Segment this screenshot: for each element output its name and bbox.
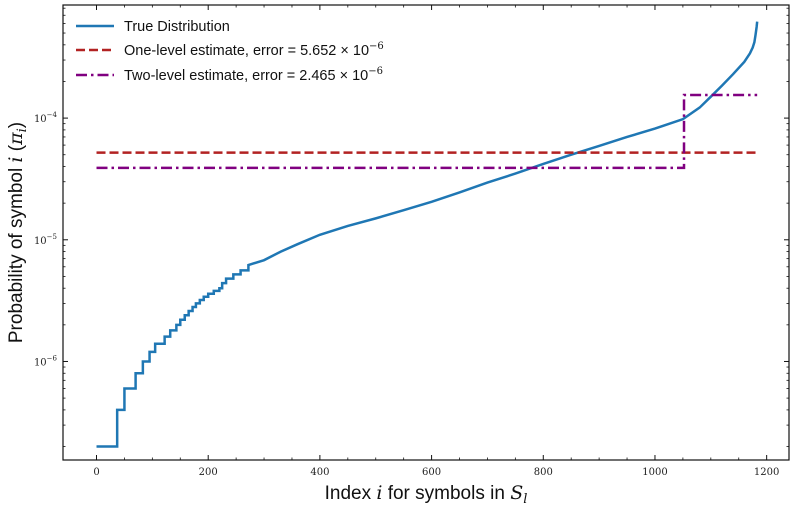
legend-label-one-level: One-level estimate, error = 5.652 × 10−6: [124, 41, 384, 59]
plot-lines: [96, 21, 759, 448]
x-axis-ticks: 0 200 400 600 800 1000 1200: [93, 5, 779, 478]
x-tick-label: 800: [534, 467, 553, 478]
legend-label-two-level: Two-level estimate, error = 2.465 × 10−6: [124, 66, 383, 84]
legend-label-true-distribution: True Distribution: [124, 19, 230, 35]
x-tick-label: 600: [422, 467, 441, 478]
series-line-true-distribution: [96, 21, 759, 448]
x-tick-label: 200: [199, 467, 218, 478]
y-axis-label: Probability of symbol i (πi): [5, 122, 30, 343]
y-axis-ticks: 10−6 10−5 10−4: [34, 7, 789, 447]
x-tick-label: 1000: [642, 467, 667, 478]
legend: True Distribution One-level estimate, er…: [76, 19, 384, 84]
y-tick-label: 10−4: [34, 111, 58, 125]
y-tick-label: 10−5: [34, 233, 57, 247]
x-axis-label: Index i for symbols in Sl: [325, 482, 528, 506]
series-line-two-level-estimate: [96, 93, 758, 170]
x-tick-label: 0: [93, 467, 99, 478]
x-tick-label: 400: [310, 467, 329, 478]
x-tick-label: 1200: [754, 467, 779, 478]
plot-frame: [62, 4, 790, 461]
y-tick-label: 10−6: [34, 354, 58, 368]
